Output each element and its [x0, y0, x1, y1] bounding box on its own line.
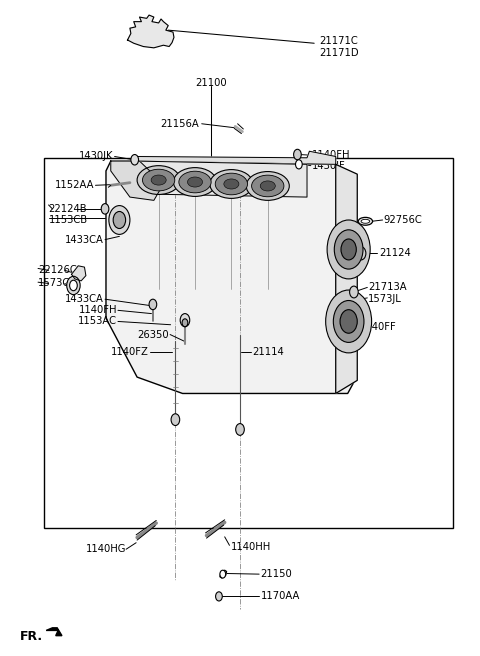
Text: 21156A: 21156A [161, 119, 199, 129]
Circle shape [236, 424, 244, 436]
Ellipse shape [137, 166, 180, 194]
Polygon shape [106, 161, 357, 394]
Ellipse shape [173, 168, 216, 196]
Text: 1153AC: 1153AC [78, 316, 117, 327]
Text: 1433CA: 1433CA [65, 235, 104, 245]
Text: 21100: 21100 [195, 78, 227, 88]
Text: 26350: 26350 [138, 329, 169, 340]
Circle shape [334, 230, 363, 269]
Polygon shape [135, 152, 336, 165]
Text: 1430JF: 1430JF [312, 161, 346, 171]
Ellipse shape [246, 172, 289, 200]
Polygon shape [72, 266, 86, 281]
Text: 1140HH: 1140HH [230, 542, 271, 552]
Circle shape [149, 299, 157, 310]
Circle shape [337, 318, 343, 325]
Ellipse shape [215, 173, 248, 195]
Polygon shape [111, 161, 163, 200]
Circle shape [67, 276, 80, 295]
Polygon shape [220, 570, 227, 578]
Circle shape [101, 203, 109, 214]
Text: 21150: 21150 [261, 569, 292, 579]
Text: 21713A: 21713A [368, 283, 407, 293]
Polygon shape [336, 165, 357, 394]
Text: 1140FZ: 1140FZ [111, 346, 149, 357]
Polygon shape [46, 628, 62, 636]
Circle shape [70, 280, 77, 291]
Ellipse shape [188, 177, 203, 187]
Text: 21171C: 21171C [319, 36, 358, 47]
Text: 22124B: 22124B [48, 204, 87, 214]
Text: 1140FH: 1140FH [79, 305, 117, 316]
Circle shape [356, 247, 366, 260]
Ellipse shape [210, 170, 253, 198]
Text: 1153CB: 1153CB [48, 215, 88, 225]
Bar [44, 158, 453, 527]
Text: 1170AA: 1170AA [261, 592, 300, 602]
Ellipse shape [260, 181, 276, 191]
Text: 1152AA: 1152AA [55, 180, 94, 190]
Ellipse shape [179, 171, 211, 193]
Text: 1573JL: 1573JL [368, 294, 402, 304]
Circle shape [296, 160, 302, 169]
Circle shape [294, 150, 301, 160]
Ellipse shape [143, 169, 175, 191]
Text: 1430JK: 1430JK [79, 152, 113, 161]
Circle shape [220, 570, 226, 578]
Text: 92756C: 92756C [384, 215, 422, 225]
Circle shape [333, 300, 364, 342]
Circle shape [337, 331, 343, 338]
Text: 1433CA: 1433CA [65, 294, 104, 304]
Circle shape [180, 314, 190, 327]
Circle shape [171, 414, 180, 426]
Circle shape [182, 319, 188, 327]
Text: 1140HG: 1140HG [85, 544, 126, 554]
Circle shape [109, 205, 130, 234]
Text: 1573GE: 1573GE [38, 279, 77, 289]
Ellipse shape [252, 175, 284, 197]
Text: 21114: 21114 [252, 346, 284, 357]
Ellipse shape [358, 217, 372, 225]
Circle shape [349, 286, 358, 298]
Text: 1140FF: 1140FF [360, 321, 396, 332]
Ellipse shape [224, 179, 239, 189]
Ellipse shape [361, 219, 370, 223]
Text: 21124: 21124 [379, 249, 410, 258]
Text: 21171D: 21171D [319, 48, 359, 58]
Polygon shape [135, 161, 307, 197]
Text: FR.: FR. [20, 630, 43, 644]
Circle shape [131, 155, 139, 165]
Circle shape [337, 342, 343, 350]
Polygon shape [128, 15, 174, 48]
Circle shape [325, 290, 372, 353]
Circle shape [327, 220, 370, 279]
Text: 1140FH: 1140FH [312, 150, 350, 160]
Circle shape [216, 592, 222, 601]
Text: 22126C: 22126C [38, 266, 77, 276]
Circle shape [113, 211, 126, 228]
Circle shape [341, 239, 356, 260]
Circle shape [340, 310, 357, 333]
Ellipse shape [151, 175, 166, 185]
